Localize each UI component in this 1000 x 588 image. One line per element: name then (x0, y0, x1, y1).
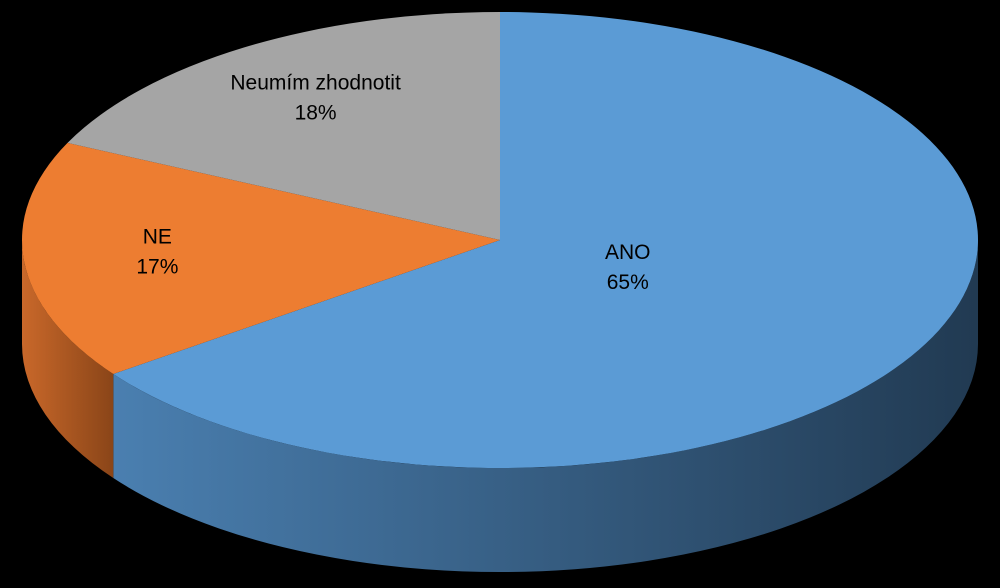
pie-side-ne (22, 240, 114, 479)
pie-side-ano (113, 240, 979, 572)
slice-label-name: ANO (605, 241, 651, 264)
slice-label-percent: 17% (136, 255, 178, 278)
pie-slice-neumim-zhodnotit (67, 12, 500, 240)
slice-label-name: Neumím zhodnotit (230, 71, 401, 94)
slice-label-percent: 65% (607, 271, 649, 294)
pie-sides (22, 240, 979, 572)
slice-label-ano: ANO 65% (605, 241, 651, 294)
pie-labels: ANO 65% NE 17% Neumím zhodnotit 18% (136, 71, 650, 294)
slice-label-ne: NE 17% (136, 225, 178, 278)
pie-tops (22, 12, 979, 469)
pie-slice-ano (113, 12, 979, 469)
slice-label-name: NE (143, 225, 172, 248)
slice-label-percent: 18% (295, 101, 337, 124)
slice-label-neumim-zhodnotit: Neumím zhodnotit 18% (230, 71, 401, 124)
pie-slice-ne (22, 142, 501, 375)
